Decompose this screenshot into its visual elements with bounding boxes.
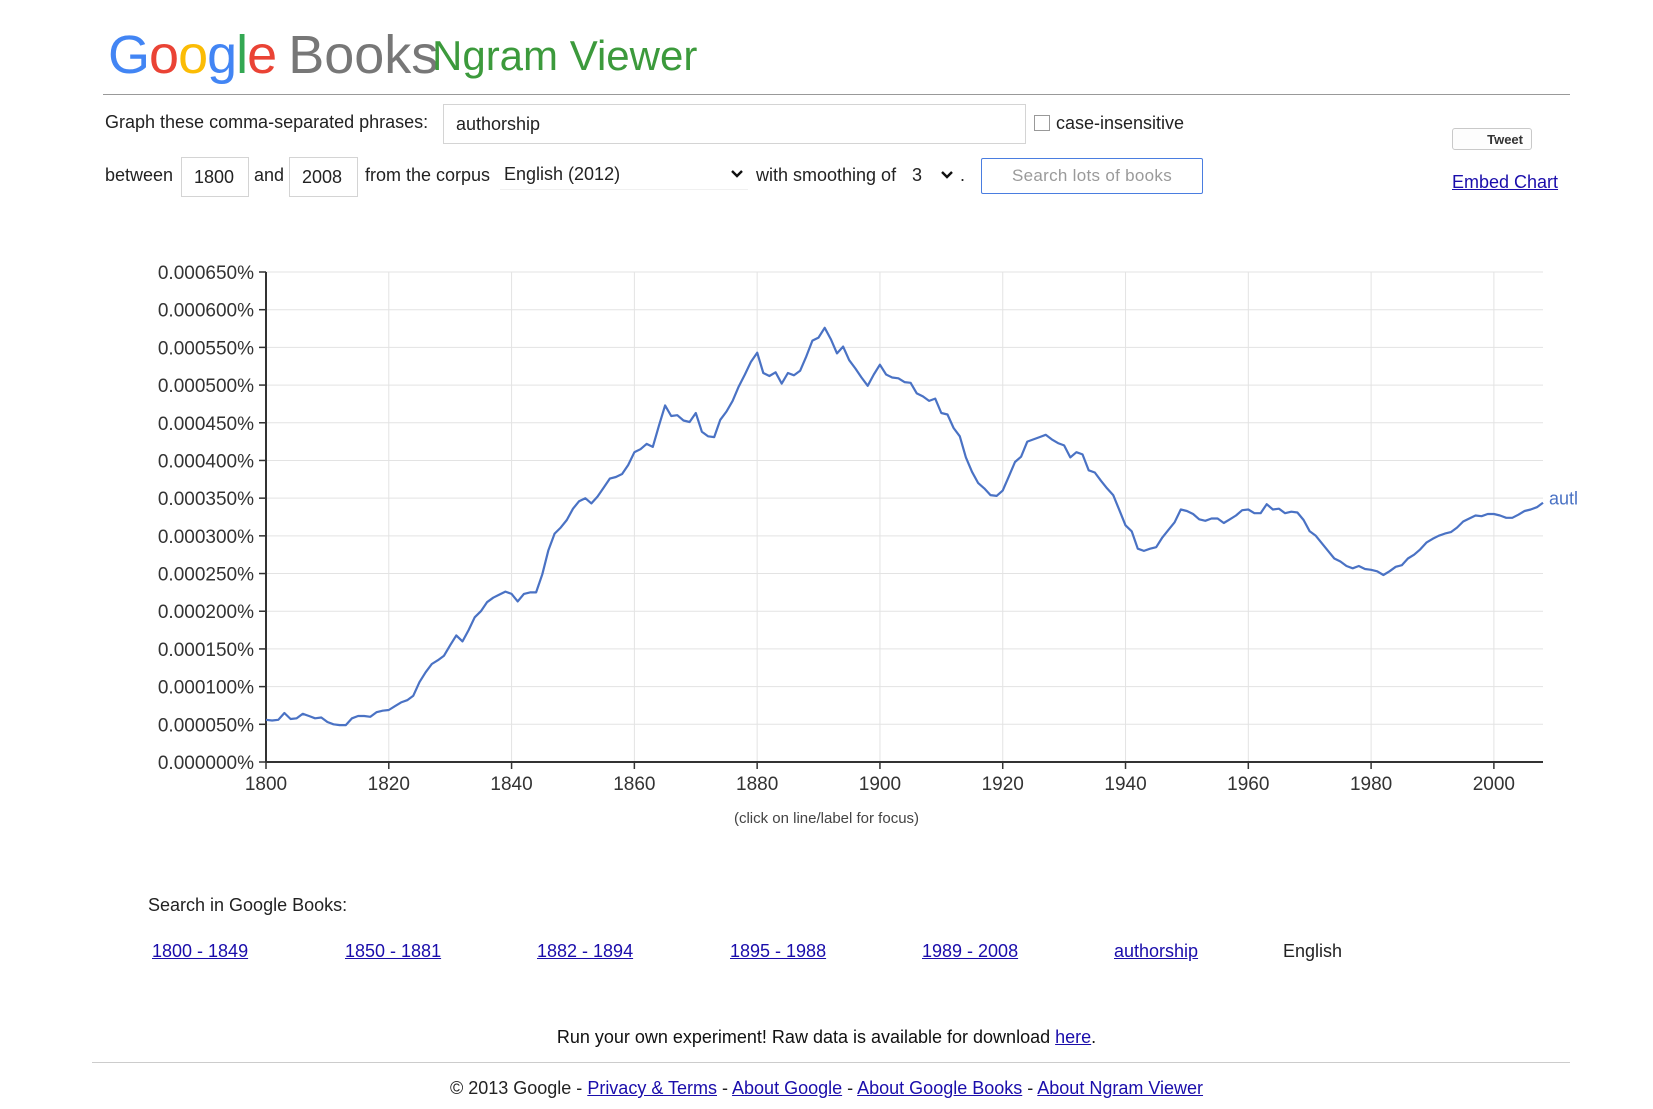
- search-button[interactable]: Search lots of books: [981, 158, 1203, 194]
- about-ngram-viewer-link[interactable]: About Ngram Viewer: [1037, 1078, 1204, 1098]
- x-tick-label: 1920: [982, 774, 1024, 795]
- logo-letter: e: [247, 25, 277, 85]
- google-books-logo[interactable]: Google Books: [108, 24, 438, 86]
- header-divider: [103, 94, 1570, 95]
- embed-chart-link[interactable]: Embed Chart: [1452, 172, 1559, 192]
- x-tick-label: 2000: [1473, 774, 1515, 795]
- y-tick-label: 0.000400%: [158, 451, 254, 472]
- footer-separator: -: [1022, 1078, 1038, 1098]
- smoothing-label: with smoothing of: [756, 165, 897, 185]
- footer-copyright: © 2013 Google -: [449, 1078, 588, 1098]
- y-tick-label: 0.000350%: [158, 489, 254, 510]
- raw-data-text: Run your own experiment! Raw data is ava…: [556, 1027, 1056, 1047]
- logo-letter: G: [108, 25, 150, 85]
- y-tick-label: 0.000200%: [158, 602, 254, 623]
- about-google-books-link[interactable]: About Google Books: [857, 1078, 1023, 1098]
- logo-books-word: Books: [288, 25, 439, 85]
- y-tick-label: 0.000650%: [158, 263, 254, 284]
- phrases-label: Graph these comma-separated phrases:: [105, 112, 429, 132]
- y-tick-label: 0.000600%: [158, 301, 254, 322]
- chart-ticks: 0.000000% 0.000050% 0.000100% 0.000150% 0.00…: [158, 263, 1515, 795]
- y-tick-label: 0.000300%: [158, 527, 254, 548]
- footer-separator: -: [717, 1078, 733, 1098]
- x-tick-label: 1820: [368, 774, 410, 795]
- smoothing-selected: 3: [912, 164, 923, 185]
- y-tick-label: 0.000150%: [158, 640, 254, 661]
- search-in-books-label: Search in Google Books:: [148, 895, 348, 915]
- range-link-1895-1988[interactable]: 1895 - 1988: [730, 941, 827, 961]
- case-insensitive-checkbox[interactable]: [1034, 115, 1050, 131]
- year-end-input[interactable]: [289, 157, 358, 197]
- range-link-1850-1881[interactable]: 1850 - 1881: [345, 941, 442, 961]
- logo-letter: o: [149, 25, 179, 85]
- range-link-1800-1849[interactable]: 1800 - 1849: [152, 941, 249, 961]
- range-link-1882-1894[interactable]: 1882 - 1894: [537, 941, 634, 961]
- between-label: between: [105, 165, 174, 185]
- y-tick-label: 0.000100%: [158, 678, 254, 699]
- range-link-1989-2008[interactable]: 1989 - 2008: [922, 941, 1019, 961]
- x-tick-label: 1860: [613, 774, 655, 795]
- corpus-label: from the corpus: [365, 165, 491, 185]
- tweet-label: Tweet: [1487, 131, 1523, 147]
- phrases-input[interactable]: [443, 104, 1026, 144]
- language-label: English: [1283, 941, 1343, 961]
- y-tick-label: 0.000500%: [158, 376, 254, 397]
- period-text: .: [960, 165, 966, 185]
- x-tick-label: 1840: [490, 774, 532, 795]
- case-insensitive-label[interactable]: case-insensitive: [1056, 113, 1185, 133]
- series-line-authorship[interactable]: [265, 326, 1544, 727]
- logo-letter: o: [178, 25, 208, 85]
- raw-data-notice: Run your own experiment! Raw data is ava…: [0, 1027, 1653, 1048]
- x-tick-label: 1980: [1350, 774, 1392, 795]
- ngram-chart: 0.000000% 0.000050% 0.000100% 0.000150% 0.00…: [158, 263, 1578, 795]
- y-tick-label: 0.000450%: [158, 414, 254, 435]
- corpus-selected: English (2012): [504, 164, 621, 184]
- chevron-down-icon: [940, 168, 954, 183]
- smoothing-select[interactable]: 3: [908, 160, 958, 190]
- footer-divider: [92, 1062, 1570, 1063]
- chart-caption: (click on line/label for focus): [733, 810, 920, 827]
- privacy-terms-link[interactable]: Privacy & Terms: [587, 1078, 718, 1098]
- x-tick-label: 1960: [1227, 774, 1269, 795]
- x-tick-label: 1940: [1104, 774, 1146, 795]
- app-title[interactable]: Ngram Viewer: [432, 32, 698, 79]
- x-tick-label: 1900: [859, 774, 901, 795]
- tweet-button[interactable]: Tweet: [1452, 128, 1532, 150]
- and-label: and: [254, 165, 285, 185]
- term-link-authorship[interactable]: authorship: [1114, 941, 1199, 961]
- y-tick-label: 0.000550%: [158, 338, 254, 359]
- chevron-down-icon: [730, 167, 744, 182]
- y-tick-label: 0.000250%: [158, 565, 254, 586]
- x-tick-label: 1800: [245, 774, 287, 795]
- x-tick-label: 1880: [736, 774, 778, 795]
- footer-separator: -: [842, 1078, 858, 1098]
- about-google-link[interactable]: About Google: [732, 1078, 843, 1098]
- raw-data-download-link[interactable]: here: [1055, 1027, 1092, 1047]
- footer: © 2013 Google - Privacy & Terms - About …: [0, 1078, 1653, 1099]
- chart-axes: [265, 272, 1543, 763]
- corpus-select[interactable]: English (2012): [500, 160, 748, 190]
- logo-letter: l: [236, 25, 248, 85]
- y-tick-label: 0.000050%: [158, 715, 254, 736]
- raw-data-period: .: [1091, 1027, 1097, 1047]
- logo-letter: g: [207, 25, 237, 85]
- year-start-input[interactable]: [181, 157, 249, 197]
- chart-grid: [266, 271, 1543, 762]
- y-tick-label: 0.000000%: [158, 753, 254, 774]
- series-end-label[interactable]: autl: [1549, 489, 1578, 509]
